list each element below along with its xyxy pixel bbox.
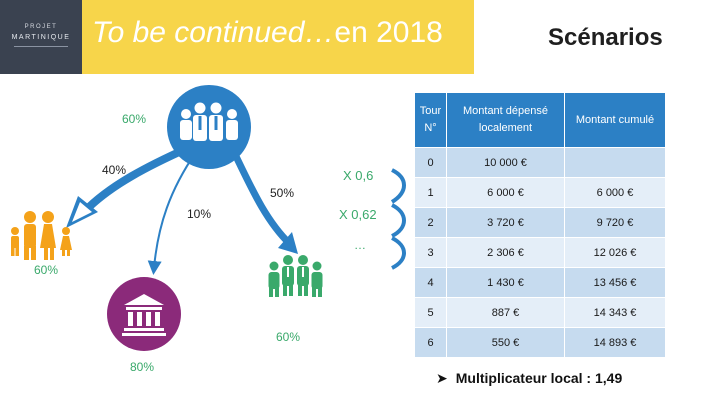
arrow-to-households bbox=[81, 144, 190, 215]
pct-center: 50% bbox=[270, 186, 295, 200]
cell-depense: 887 € bbox=[446, 297, 565, 328]
header-montant-cumule: Montant cumulé bbox=[564, 92, 666, 148]
arrow-head-business bbox=[278, 232, 298, 254]
pct-far-left: 60% bbox=[34, 263, 59, 277]
header-tour: Tour N° bbox=[414, 92, 447, 148]
logo-line-2: MARTINIQUE bbox=[11, 34, 71, 41]
cell-cumule: 13 456 € bbox=[564, 267, 666, 298]
arrow-bullet-icon: ➤ bbox=[436, 370, 448, 386]
table-row: 4 1 430 € 13 456 € bbox=[414, 267, 666, 298]
cell-tour: 1 bbox=[414, 177, 447, 208]
page-title: To be continued…en 2018 bbox=[92, 16, 443, 50]
cell-cumule: 14 893 € bbox=[564, 327, 666, 358]
title-rest: en 2018 bbox=[334, 16, 443, 49]
logo-divider bbox=[14, 46, 68, 47]
cell-cumule bbox=[564, 147, 666, 178]
pct-bottom-left: 80% bbox=[130, 360, 155, 374]
cell-depense: 550 € bbox=[446, 327, 565, 358]
cell-depense: 6 000 € bbox=[446, 177, 565, 208]
cell-tour: 2 bbox=[414, 207, 447, 238]
cell-tour: 0 bbox=[414, 147, 447, 178]
multiplicateur-local: ➤ Multiplicateur local : 1,49 bbox=[436, 370, 622, 387]
table-header-row: Tour N° Montant dépensé localement Monta… bbox=[414, 92, 666, 148]
pct-top: 60% bbox=[122, 112, 147, 126]
ellipsis: … bbox=[354, 238, 366, 252]
cell-tour: 5 bbox=[414, 297, 447, 328]
cell-cumule: 6 000 € bbox=[564, 177, 666, 208]
cell-depense: 10 000 € bbox=[446, 147, 565, 178]
cell-cumule: 9 720 € bbox=[564, 207, 666, 238]
table-row: 2 3 720 € 9 720 € bbox=[414, 207, 666, 238]
cell-tour: 6 bbox=[414, 327, 447, 358]
scenario-table: Tour N° Montant dépensé localement Monta… bbox=[414, 92, 666, 358]
pct-mid-left: 10% bbox=[187, 207, 212, 221]
cell-depense: 1 430 € bbox=[446, 267, 565, 298]
multiplier-2: X 0,62 bbox=[339, 207, 377, 222]
scenarios-heading: Scénarios bbox=[548, 24, 663, 51]
green-people-icon bbox=[268, 255, 323, 297]
pct-left: 40% bbox=[102, 163, 127, 177]
bracket-2 bbox=[390, 203, 406, 238]
arrow-to-business bbox=[228, 146, 293, 247]
multiplier-1: X 0,6 bbox=[343, 168, 374, 183]
cell-depense: 3 720 € bbox=[446, 207, 565, 238]
arrow-head-households-inner bbox=[72, 202, 92, 222]
cell-depense: 2 306 € bbox=[446, 237, 565, 268]
table-row: 5 887 € 14 343 € bbox=[414, 297, 666, 328]
cell-cumule: 12 026 € bbox=[564, 237, 666, 268]
logo-line-1: PROJET bbox=[24, 24, 58, 30]
bracket-3 bbox=[390, 236, 406, 270]
bracket-1 bbox=[390, 168, 406, 204]
arrow-to-public bbox=[147, 151, 197, 275]
pct-bottom-center: 60% bbox=[276, 330, 301, 344]
title-banner bbox=[82, 0, 474, 74]
header-montant-depense: Montant dépensé localement bbox=[446, 92, 565, 148]
table-row: 0 10 000 € bbox=[414, 147, 666, 178]
table-row: 1 6 000 € 6 000 € bbox=[414, 177, 666, 208]
bank-building-icon bbox=[122, 294, 166, 336]
family-icon bbox=[11, 211, 72, 260]
cell-tour: 4 bbox=[414, 267, 447, 298]
table-row: 6 550 € 14 893 € bbox=[414, 327, 666, 358]
public-sector-circle bbox=[107, 277, 181, 351]
cell-cumule: 14 343 € bbox=[564, 297, 666, 328]
table-row: 3 2 306 € 12 026 € bbox=[414, 237, 666, 268]
title-italic: To be continued… bbox=[92, 16, 335, 49]
logo: PROJET MARTINIQUE bbox=[0, 0, 82, 74]
multiplicateur-text: Multiplicateur local : 1,49 bbox=[455, 370, 623, 386]
cell-tour: 3 bbox=[414, 237, 447, 268]
